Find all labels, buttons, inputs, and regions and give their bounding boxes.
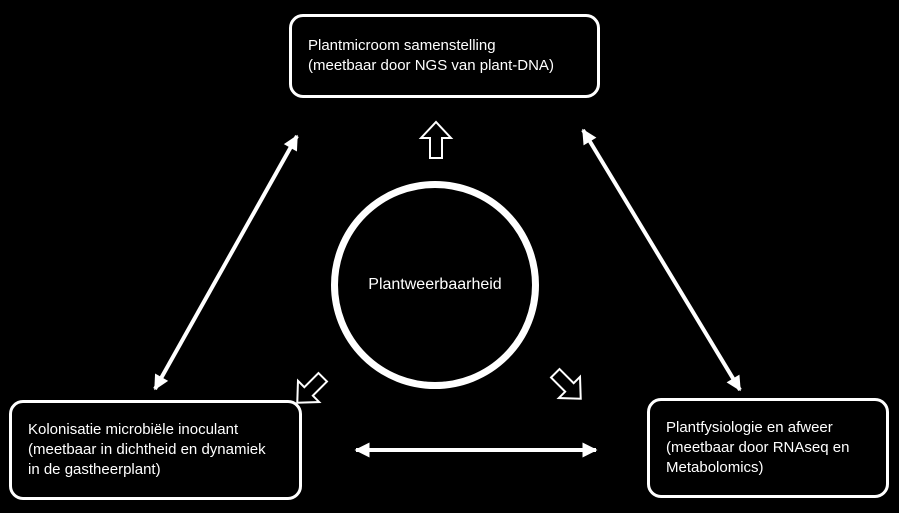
top-left-edge bbox=[155, 136, 297, 389]
node-bottom_right-line1: Plantfysiologie en afweer bbox=[666, 418, 870, 438]
node-bottom_left-line2: (meetbaar in dichtheid en dynamiek bbox=[28, 440, 283, 460]
diagram-canvas: Plantweerbaarheid Plantmicroom samenstell… bbox=[0, 0, 899, 513]
node-bottom_left-line1: Kolonisatie microbiële inoculant bbox=[28, 420, 283, 440]
center-label: Plantweerbaarheid bbox=[368, 276, 501, 294]
node-top-line2: (meetbaar door NGS van plant-DNA) bbox=[308, 56, 581, 76]
center-circle: Plantweerbaarheid bbox=[331, 181, 539, 389]
node-bottom_right-line2: (meetbaar door RNAseq en bbox=[666, 438, 870, 458]
node-bottom_right: Plantfysiologie en afweer(meetbaar door … bbox=[647, 398, 889, 498]
node-bottom_left: Kolonisatie microbiële inoculant(meetbaa… bbox=[9, 400, 302, 500]
arrow-from-bottom-right bbox=[545, 363, 592, 410]
node-top-line1: Plantmicroom samenstelling bbox=[308, 36, 581, 56]
node-top: Plantmicroom samenstelling(meetbaar door… bbox=[289, 14, 600, 98]
node-bottom_right-line3: Metabolomics) bbox=[666, 458, 870, 478]
node-bottom_left-line3: in de gastheerplant) bbox=[28, 460, 283, 480]
arrow-from-top bbox=[421, 122, 451, 158]
top-right-edge bbox=[583, 130, 740, 390]
